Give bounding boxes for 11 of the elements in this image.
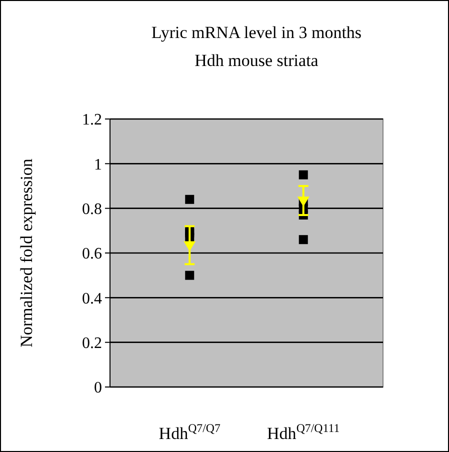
y-tick-label: 0.8	[82, 200, 102, 218]
y-tick-label: 0.6	[82, 246, 102, 263]
y-tick-label: 0.4	[82, 290, 102, 308]
x-tick-label: Hdh$^{Q7/Q7}$	[158, 421, 220, 443]
y-tick-label: 0	[94, 380, 102, 397]
chart-title: Lyric mRNA level in 3 months Hdh mouse striata	[151, 23, 362, 70]
x-tick-label: Hdh$^{Q7/Q111}$	[267, 421, 340, 443]
y-axis-title: Normalized fold expression	[17, 158, 36, 348]
y-tick-label: 1.2	[82, 112, 102, 129]
y-tick-label: 1	[94, 156, 102, 174]
y-tick-label: 0.2	[82, 334, 102, 352]
